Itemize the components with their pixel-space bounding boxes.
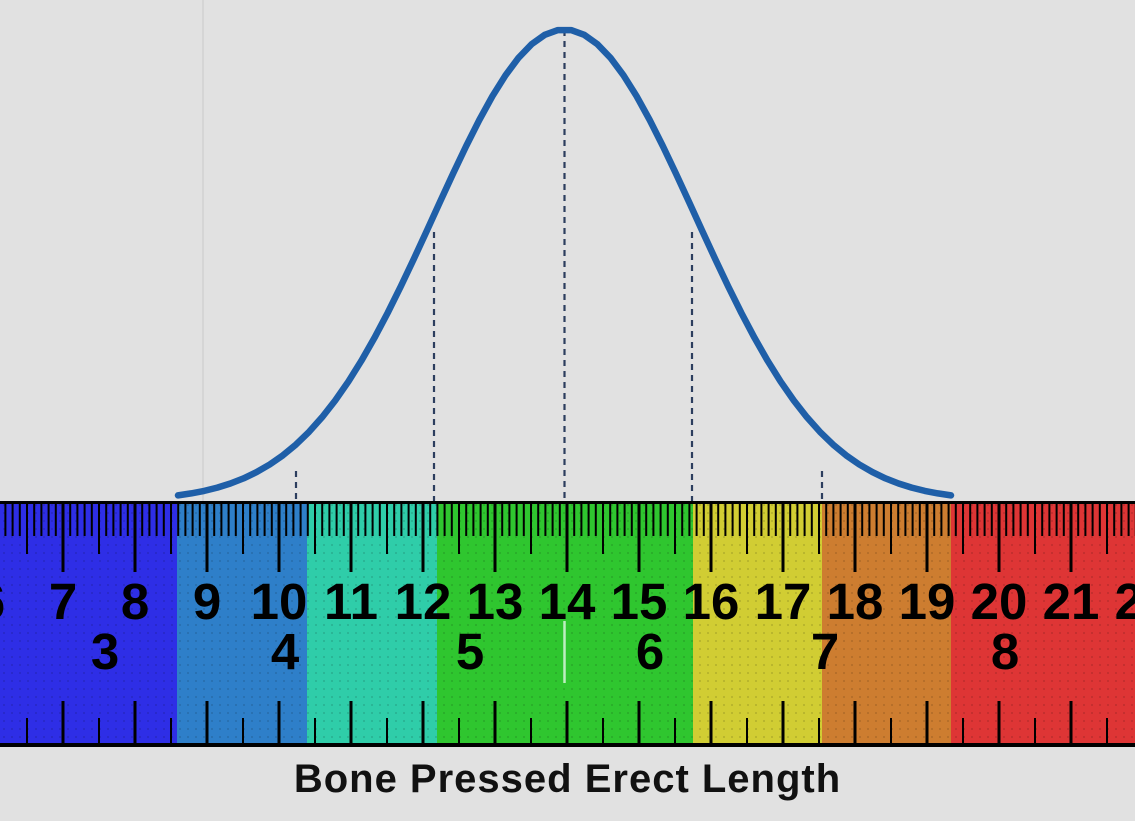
svg-text:18: 18: [827, 573, 884, 630]
svg-text:22: 22: [1115, 573, 1135, 630]
svg-text:20: 20: [971, 573, 1028, 630]
svg-text:7: 7: [49, 573, 77, 630]
svg-text:12: 12: [395, 573, 452, 630]
svg-text:14: 14: [539, 573, 596, 630]
svg-text:13: 13: [467, 573, 524, 630]
svg-text:7: 7: [811, 623, 839, 680]
svg-text:6: 6: [636, 623, 664, 680]
svg-text:10: 10: [251, 573, 308, 630]
svg-text:17: 17: [755, 573, 812, 630]
svg-text:21: 21: [1043, 573, 1100, 630]
svg-text:4: 4: [271, 623, 300, 680]
svg-text:11: 11: [324, 573, 378, 630]
svg-text:5: 5: [456, 623, 484, 680]
svg-text:3: 3: [91, 623, 119, 680]
svg-text:8: 8: [991, 623, 1019, 680]
svg-text:6: 6: [0, 573, 5, 630]
svg-text:15: 15: [611, 573, 668, 630]
svg-text:16: 16: [683, 573, 740, 630]
svg-text:8: 8: [121, 573, 149, 630]
svg-text:9: 9: [193, 573, 221, 630]
svg-text:19: 19: [899, 573, 956, 630]
